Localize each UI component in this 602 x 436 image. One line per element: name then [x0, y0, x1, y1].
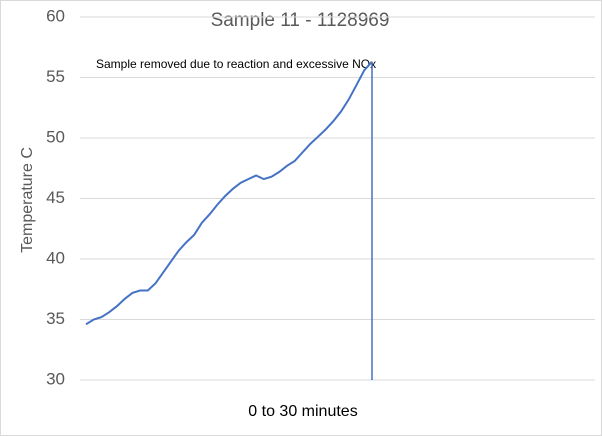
data-line — [85, 61, 373, 326]
y-tick-label: 30 — [46, 369, 65, 388]
y-tick-label: 55 — [46, 67, 65, 86]
y-tick-label: 35 — [46, 309, 65, 328]
y-tick-label: 45 — [46, 188, 65, 207]
y-tick-label: 50 — [46, 127, 65, 146]
y-axis-label: Temperature C — [19, 147, 36, 253]
y-tick-label: 60 — [46, 6, 65, 25]
x-axis-label: 0 to 30 minutes — [248, 403, 357, 420]
annotation: Sample removed due to reaction and exces… — [96, 57, 376, 71]
y-tick-label: 40 — [46, 248, 65, 267]
chart-title: Sample 11 - 1128969 — [211, 10, 390, 31]
